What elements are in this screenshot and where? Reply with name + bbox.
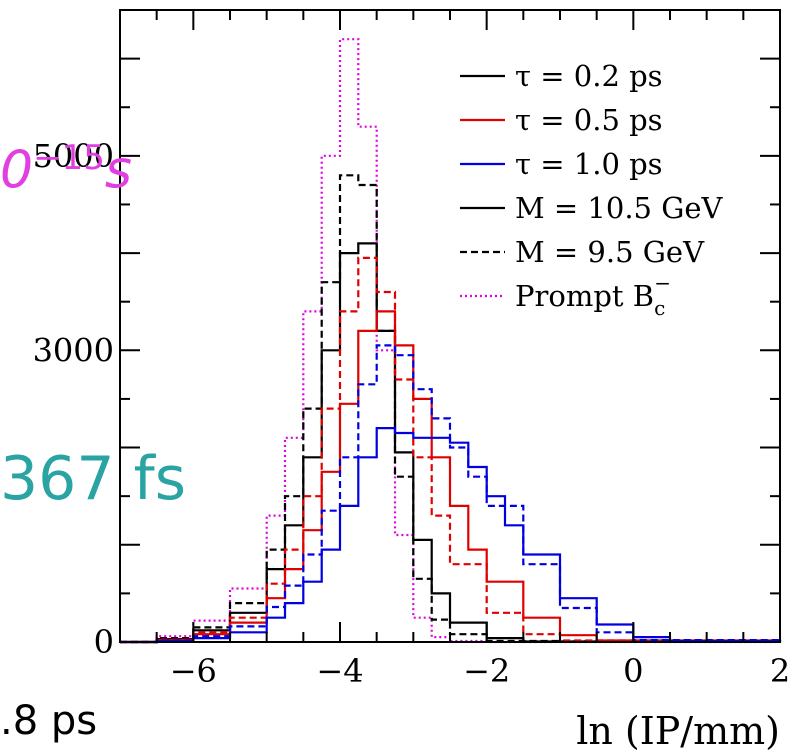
y-tick-label: 5000 bbox=[33, 137, 114, 175]
series-layer bbox=[120, 38, 782, 644]
legend-label: M = 10.5 GeV bbox=[515, 191, 724, 225]
axis-ticks bbox=[119, 9, 781, 643]
overlay-magenta-unit: s bbox=[104, 140, 132, 201]
legend: τ = 0.2 ps τ = 0.5 ps τ = 1.0 ps M = 10.5 G… bbox=[460, 59, 724, 320]
x-tick-label: 2 bbox=[770, 652, 790, 690]
legend-label: Prompt Bc− bbox=[515, 271, 671, 320]
legend-label: τ = 0.5 ps bbox=[515, 103, 663, 137]
x-axis-title: ln (IP/mm) bbox=[576, 709, 780, 753]
legend-label: τ = 1.0 ps bbox=[515, 147, 663, 181]
x-tick-label: −2 bbox=[463, 652, 510, 690]
series-line-6 bbox=[120, 427, 782, 644]
overlay-magenta-exponent: −15 bbox=[33, 138, 105, 178]
x-tick-label: −4 bbox=[316, 652, 363, 690]
y-tick-label: 3000 bbox=[33, 331, 114, 369]
series-line-4 bbox=[120, 310, 782, 644]
tick-labels: −6 −4 −2 0 2 0 3000 5000 bbox=[33, 137, 791, 690]
x-tick-label: −6 bbox=[170, 652, 217, 690]
overlay-magenta-text: 0−15s bbox=[0, 138, 132, 200]
x-tick-label: 0 bbox=[623, 652, 643, 690]
overlay-magenta-mantissa: 0 bbox=[0, 140, 34, 201]
y-tick-label: 0 bbox=[94, 623, 114, 661]
overlay-cut-fragment bbox=[0, 0, 86, 14]
legend-label: M = 9.5 GeV bbox=[515, 235, 705, 269]
overlay-teal-text: 367 fs bbox=[0, 444, 186, 514]
legend-label: τ = 0.2 ps bbox=[515, 59, 663, 93]
overlay-bottom-text: .8 ps bbox=[0, 698, 98, 744]
series-line-3 bbox=[120, 256, 782, 644]
